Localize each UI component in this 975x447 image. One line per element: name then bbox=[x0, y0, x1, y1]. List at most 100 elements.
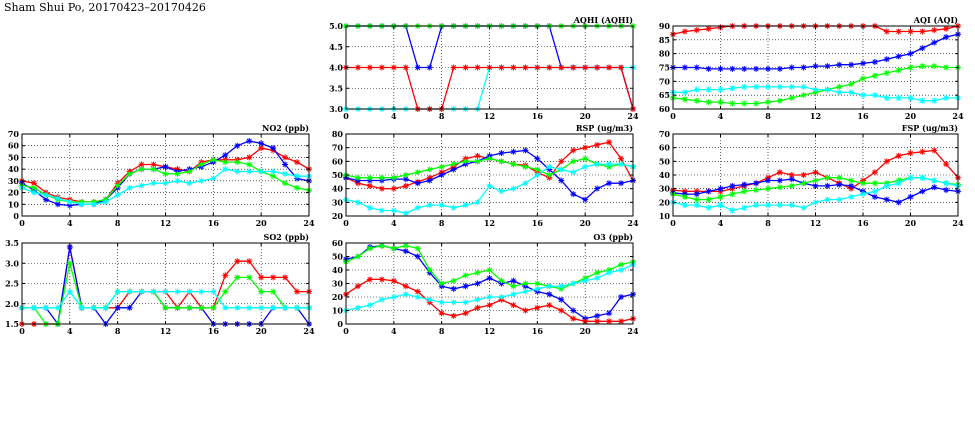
data-point bbox=[414, 180, 421, 187]
data-point bbox=[788, 64, 795, 71]
chart-title: AQI (AQI) bbox=[913, 15, 958, 25]
data-point bbox=[354, 64, 361, 71]
data-point bbox=[438, 163, 445, 170]
data-point bbox=[474, 158, 481, 165]
data-point bbox=[474, 152, 481, 159]
data-point bbox=[522, 147, 529, 154]
x-tick-label: 4 bbox=[718, 111, 724, 121]
chart-fsp: 0 4 8 12 16 20 24 10 20 30 40 50 60 70 FSP (ug/m3) bbox=[659, 123, 964, 228]
data-point bbox=[812, 63, 819, 70]
y-tick-label: 30 bbox=[332, 279, 344, 289]
data-point bbox=[618, 267, 625, 273]
data-point bbox=[618, 318, 625, 325]
data-point bbox=[871, 188, 878, 195]
data-point bbox=[222, 159, 229, 166]
data-point bbox=[294, 173, 301, 180]
data-point bbox=[594, 269, 601, 276]
x-tick-label: 16 bbox=[857, 111, 869, 121]
data-point bbox=[246, 161, 253, 168]
data-point bbox=[606, 180, 613, 187]
data-point bbox=[705, 188, 712, 195]
data-point bbox=[570, 147, 577, 154]
data-point bbox=[474, 296, 481, 303]
chart-title: AQHI (AQHI) bbox=[573, 15, 634, 25]
data-point bbox=[558, 177, 565, 184]
data-point bbox=[800, 180, 807, 187]
x-tick-label: 0 bbox=[670, 218, 676, 228]
data-point bbox=[534, 285, 541, 292]
page-title: Sham Shui Po, 20170423–20170426 bbox=[4, 1, 206, 14]
data-point bbox=[510, 277, 517, 284]
data-point bbox=[741, 204, 748, 211]
data-point bbox=[246, 304, 253, 311]
data-point bbox=[546, 64, 553, 71]
data-point bbox=[438, 280, 445, 287]
data-point bbox=[848, 193, 855, 200]
x-tick-label: 0 bbox=[343, 326, 349, 336]
data-point bbox=[498, 294, 505, 300]
y-tick-label: 50 bbox=[332, 252, 344, 262]
data-point bbox=[234, 304, 241, 311]
data-point bbox=[162, 180, 169, 187]
data-point bbox=[871, 72, 878, 79]
data-point bbox=[681, 202, 688, 209]
y-tick-label: 30 bbox=[8, 176, 20, 186]
data-point bbox=[402, 242, 409, 249]
data-point bbox=[570, 64, 577, 71]
data-point bbox=[765, 202, 771, 209]
data-point bbox=[498, 277, 505, 284]
data-point bbox=[162, 163, 169, 170]
data-point bbox=[824, 182, 831, 189]
data-point bbox=[294, 288, 301, 295]
data-point bbox=[765, 185, 771, 192]
data-point bbox=[765, 177, 771, 184]
data-point bbox=[618, 294, 625, 300]
data-point bbox=[222, 288, 229, 295]
data-point bbox=[222, 272, 229, 279]
data-point bbox=[788, 83, 795, 90]
y-tick-label: 40 bbox=[332, 184, 344, 194]
data-point bbox=[907, 150, 914, 157]
data-point bbox=[138, 161, 145, 168]
x-tick-label: 20 bbox=[905, 111, 917, 121]
data-point bbox=[438, 202, 445, 209]
data-point bbox=[570, 191, 577, 198]
data-point bbox=[883, 182, 890, 189]
data-point bbox=[943, 34, 950, 41]
data-point bbox=[895, 152, 902, 159]
data-point bbox=[943, 180, 950, 187]
data-point bbox=[907, 28, 914, 35]
data-point bbox=[270, 168, 277, 175]
data-point bbox=[812, 169, 819, 176]
data-point bbox=[606, 64, 613, 71]
data-point bbox=[270, 274, 277, 281]
x-tick-label: 12 bbox=[484, 218, 495, 228]
data-point bbox=[414, 294, 421, 300]
data-point bbox=[570, 307, 577, 314]
data-point bbox=[138, 182, 145, 189]
data-point bbox=[426, 177, 433, 184]
data-point bbox=[931, 177, 938, 184]
data-point bbox=[402, 291, 409, 298]
x-tick-label: 12 bbox=[484, 326, 495, 336]
data-point bbox=[558, 166, 565, 173]
data-point bbox=[788, 94, 795, 101]
data-point bbox=[114, 304, 121, 311]
data-point bbox=[246, 258, 253, 265]
data-point bbox=[618, 155, 625, 162]
data-point bbox=[582, 277, 589, 284]
data-point bbox=[366, 182, 373, 189]
data-point bbox=[378, 276, 385, 283]
data-point bbox=[390, 294, 397, 300]
data-point bbox=[54, 201, 61, 208]
data-point bbox=[366, 276, 373, 283]
data-point bbox=[426, 267, 433, 273]
data-point bbox=[546, 163, 553, 170]
data-point bbox=[42, 191, 49, 198]
data-point bbox=[776, 97, 783, 104]
data-point bbox=[462, 64, 469, 71]
data-point bbox=[594, 64, 601, 71]
data-point bbox=[222, 304, 229, 311]
data-point bbox=[836, 174, 843, 181]
data-point bbox=[776, 83, 783, 90]
